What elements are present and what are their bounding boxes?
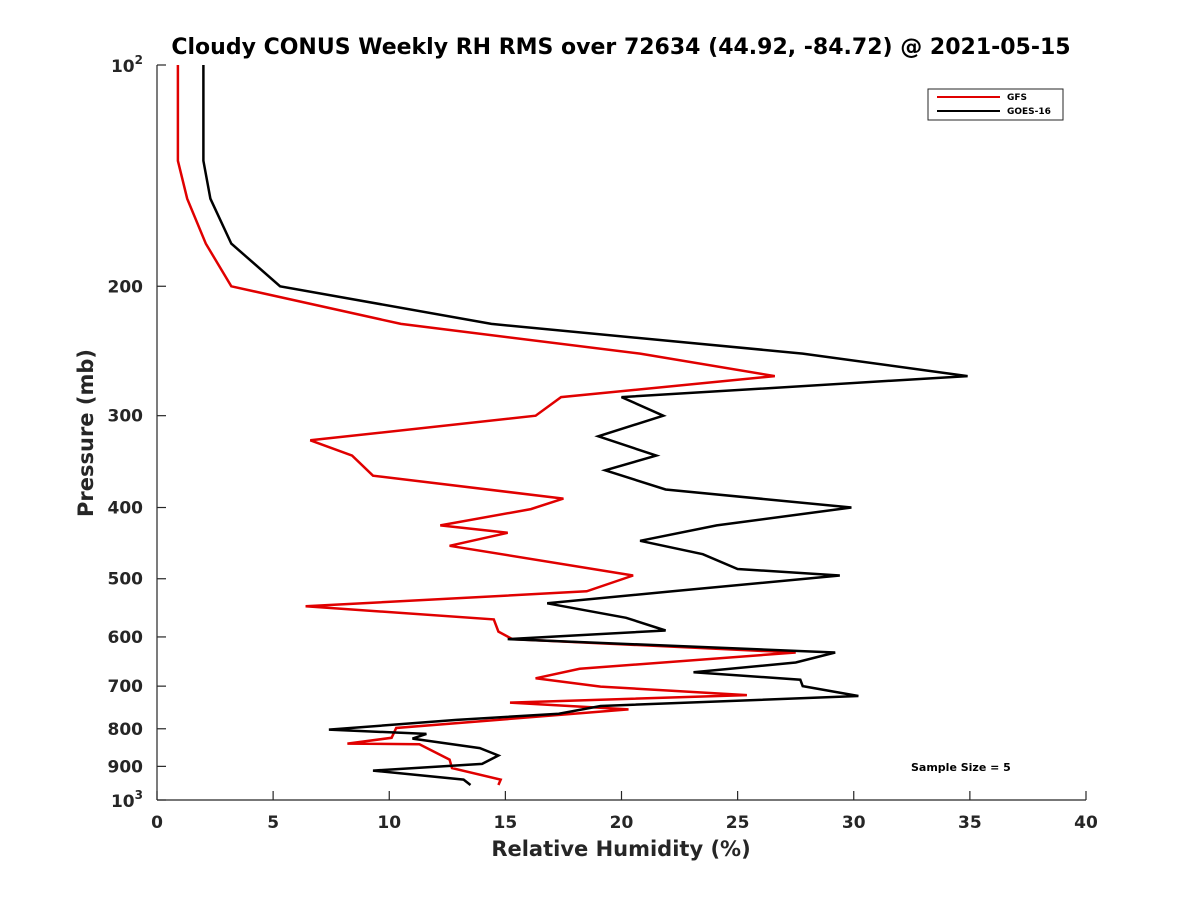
x-tick-label: 25 <box>726 813 750 833</box>
x-tick-label: 10 <box>377 813 401 833</box>
x-tick-label: 0 <box>151 813 163 833</box>
x-tick-label: 20 <box>610 813 634 833</box>
y-tick-label: 800 <box>108 720 144 740</box>
x-ticks: 0 5 10 15 20 25 30 35 40 <box>151 791 1098 833</box>
y-tick-label: 300 <box>108 407 144 427</box>
y-tick-label: 400 <box>108 499 144 519</box>
axes: 0 5 10 15 20 25 30 35 40 10220030040050060070080… <box>108 53 1098 833</box>
y-tick-label: 200 <box>108 277 144 297</box>
y-axis-label: Pressure (mb) <box>74 349 98 517</box>
y-tick-label-base: 10 <box>111 792 135 812</box>
x-tick-label: 35 <box>958 813 982 833</box>
y-tick-label: 500 <box>108 570 144 590</box>
y-tick-label: 900 <box>108 757 144 777</box>
sample-size-annotation: Sample Size = 5 <box>911 761 1011 774</box>
x-tick-label: 5 <box>267 813 279 833</box>
y-tick-label: 700 <box>108 677 144 697</box>
legend-label-goes16: GOES-16 <box>1007 107 1051 117</box>
legend-box <box>927 88 1064 121</box>
x-tick-label: 40 <box>1074 813 1098 833</box>
legend: GFS GOES-16 <box>927 88 1064 121</box>
x-tick-label: 15 <box>494 813 518 833</box>
y-tick-label-exponent: 3 <box>135 788 143 802</box>
chart-title: Cloudy CONUS Weekly RH RMS over 72634 (4… <box>171 35 1070 60</box>
series-line-gfs <box>176 65 796 786</box>
y-tick-label: 103 <box>111 788 143 812</box>
y-tick-label: 600 <box>108 628 144 648</box>
series-line-goes16 <box>202 65 968 786</box>
series-layer <box>176 65 968 786</box>
x-axis-label: Relative Humidity (%) <box>491 837 750 861</box>
y-tick-label: 102 <box>111 53 143 77</box>
y-tick-label-base: 10 <box>111 57 135 77</box>
legend-label-gfs: GFS <box>1007 93 1027 103</box>
x-tick-label: 30 <box>842 813 866 833</box>
y-tick-label-exponent: 2 <box>135 53 143 67</box>
